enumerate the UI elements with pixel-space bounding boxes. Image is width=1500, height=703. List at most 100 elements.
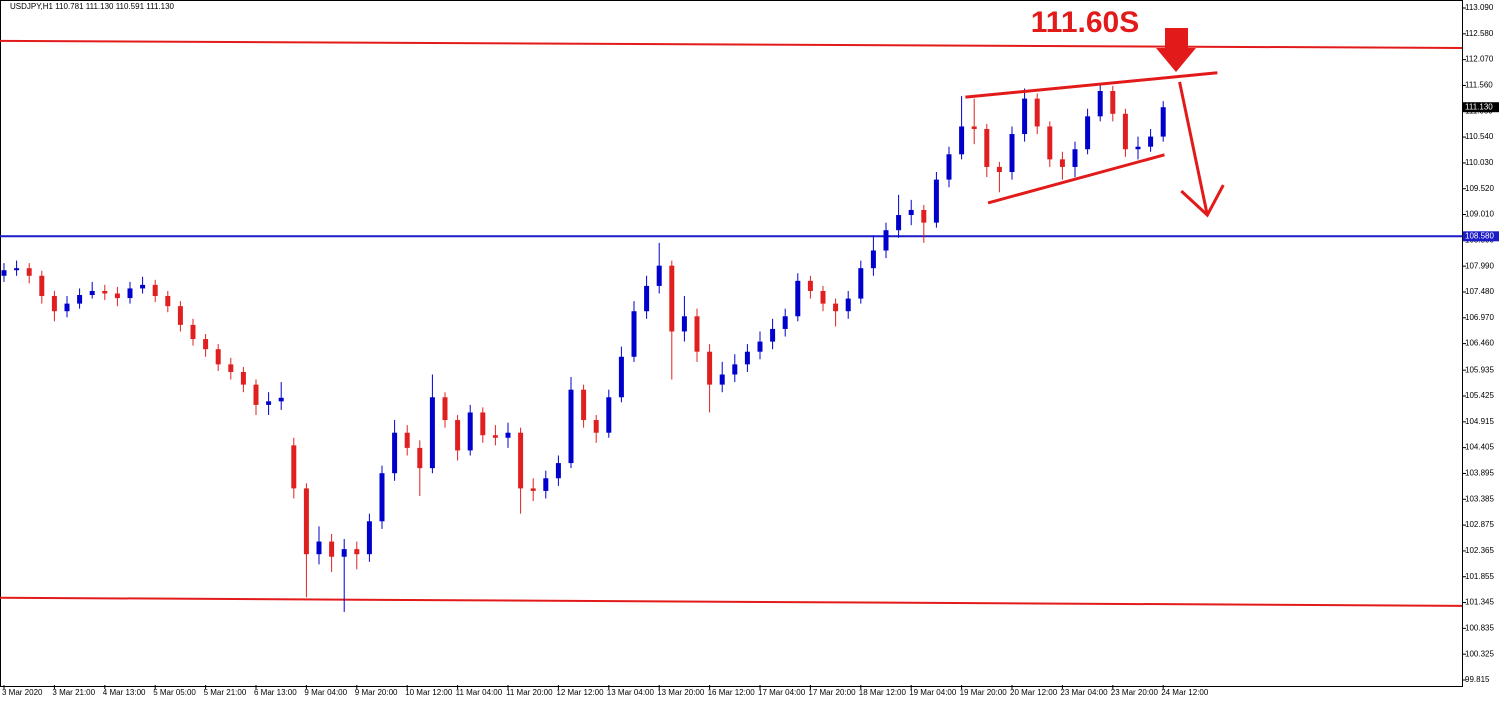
level-line <box>0 39 1463 49</box>
y-tick-label: 100.835 <box>1465 623 1494 632</box>
candle-body <box>1009 134 1015 173</box>
candle-body <box>354 549 360 555</box>
price-tag-label: 108.580 <box>1465 231 1494 240</box>
y-tick-label: 105.425 <box>1465 391 1494 400</box>
candle-body <box>253 384 259 405</box>
candle-body <box>656 265 662 286</box>
trend-line <box>1178 81 1209 216</box>
candle-body <box>190 324 196 340</box>
candle-body <box>51 296 57 312</box>
candle-body <box>883 230 889 251</box>
candle-body <box>959 126 965 155</box>
candle-body <box>555 463 561 479</box>
candle-body <box>404 432 410 448</box>
y-tick-label: 100.325 <box>1465 649 1494 658</box>
candle-body <box>568 389 574 464</box>
candle-body <box>240 371 246 385</box>
y-tick-label: 104.915 <box>1465 417 1494 426</box>
x-tick-label: 10 Mar 12:00 <box>405 688 453 697</box>
candle-body <box>215 349 221 365</box>
x-tick-label: 4 Mar 13:00 <box>103 688 146 697</box>
candle-body <box>807 280 813 291</box>
x-tick-label: 20 Mar 12:00 <box>1010 688 1058 697</box>
x-tick-label: 3 Mar 21:00 <box>52 688 95 697</box>
candle-body <box>518 432 524 489</box>
y-tick-label: 107.480 <box>1465 287 1494 296</box>
x-tick-label: 6 Mar 13:00 <box>254 688 297 697</box>
candle-body <box>1059 159 1065 167</box>
y-tick-label: 110.540 <box>1465 132 1494 141</box>
x-tick-label: 13 Mar 04:00 <box>607 688 655 697</box>
x-tick-label: 23 Mar 20:00 <box>1111 688 1159 697</box>
candle-body <box>1022 98 1028 135</box>
y-tick-label: 113.090 <box>1465 3 1494 12</box>
candle-body <box>845 298 851 312</box>
candle-body <box>127 288 133 299</box>
x-tick-label: 19 Mar 04:00 <box>909 688 957 697</box>
candle-body <box>1110 91 1116 114</box>
candle-body <box>1 270 7 276</box>
price-tag <box>1463 231 1499 242</box>
x-tick-label: 11 Mar 04:00 <box>456 688 503 697</box>
candle-body <box>1148 136 1154 147</box>
candle-body <box>114 293 120 299</box>
candle-body <box>228 364 234 372</box>
down-arrow-icon <box>1156 28 1196 72</box>
x-tick-label: 17 Mar 20:00 <box>808 688 856 697</box>
candle-body <box>1097 91 1103 117</box>
y-tick-label: 106.460 <box>1465 339 1494 348</box>
candle-body <box>77 295 83 304</box>
candle-body <box>543 478 549 491</box>
candle-body <box>757 341 763 352</box>
y-tick-label: 101.855 <box>1465 572 1494 581</box>
candle-body <box>455 420 461 451</box>
y-tick-label: 105.935 <box>1465 365 1494 374</box>
candle-body <box>316 541 322 555</box>
candle-body <box>644 285 650 312</box>
candle-body <box>933 179 939 223</box>
candle-body <box>467 412 473 451</box>
candle-body <box>1122 113 1128 150</box>
y-tick-label: 111.560 <box>1465 81 1493 90</box>
candle-body <box>669 265 675 332</box>
candle-body <box>618 356 624 398</box>
x-tick-label: 3 Mar 2020 <box>2 688 43 697</box>
candle-body <box>971 126 977 129</box>
candle-body <box>165 296 171 307</box>
candle-body <box>896 215 902 231</box>
candle-body <box>379 473 385 522</box>
candle-body <box>782 316 788 329</box>
y-tick-label: 104.405 <box>1465 443 1494 452</box>
y-tick-label: 101.345 <box>1465 598 1494 607</box>
x-tick-label: 24 Mar 12:00 <box>1161 688 1209 697</box>
candle-body <box>341 549 347 557</box>
y-tick-label: 103.895 <box>1465 469 1494 478</box>
x-tick-label: 19 Mar 20:00 <box>960 688 1008 697</box>
candle-body <box>366 521 372 555</box>
candle-body <box>1135 146 1141 150</box>
candle-body <box>908 209 914 216</box>
y-tick-label: 99.815 <box>1465 675 1490 684</box>
candle-body <box>820 290 826 304</box>
candle-body <box>694 316 700 352</box>
y-tick-label: 112.070 <box>1465 55 1494 64</box>
candle-body <box>631 311 637 357</box>
candle-body <box>177 306 183 325</box>
candle-body <box>946 154 952 180</box>
annotation: 111.60S <box>1031 6 1139 39</box>
y-tick-label: 102.875 <box>1465 520 1494 529</box>
candle-body <box>266 401 272 405</box>
candle-body <box>870 250 876 269</box>
y-tick-label: 106.970 <box>1465 313 1494 322</box>
candle-body <box>417 447 423 469</box>
x-tick-label: 12 Mar 12:00 <box>556 688 604 697</box>
x-tick-label: 13 Mar 20:00 <box>657 688 705 697</box>
candle-body <box>1034 98 1040 127</box>
candle-body <box>858 268 864 299</box>
x-tick-label: 9 Mar 20:00 <box>355 688 398 697</box>
candle-body <box>996 166 1002 173</box>
candle-body <box>732 364 738 375</box>
candle-body <box>203 339 209 350</box>
candle-body <box>278 397 284 402</box>
